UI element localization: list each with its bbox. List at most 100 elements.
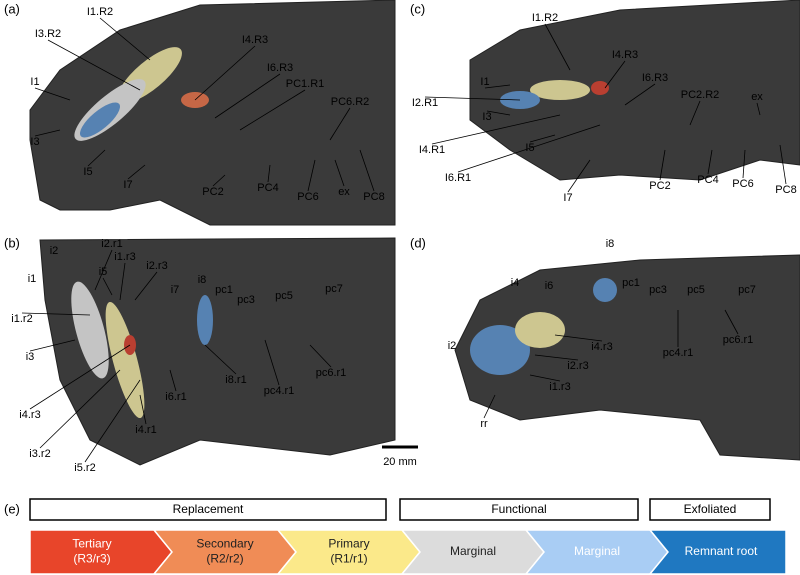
tooth-label: I5 [83,166,92,178]
tooth-label: I1.R2 [87,6,113,18]
tooth-label: PC8 [363,191,384,203]
tooth-label: i2 [50,245,59,257]
tooth-label: ex [338,186,350,198]
leader-line [127,164,146,180]
tooth-label: PC1.R1 [286,78,325,90]
tooth-label: I1 [480,76,489,88]
leader-line [544,23,571,71]
leader-line [707,149,713,175]
leader-line [529,134,556,143]
tooth-label: i2 [448,340,457,352]
leader-line [214,73,281,119]
group-box [649,498,771,521]
tooth-label: i5 [99,266,108,278]
leader-line [99,17,151,61]
leader-line [624,83,656,106]
leader-line [486,110,511,116]
stage-label: Remnant root [685,544,758,558]
leader-line [204,344,237,375]
tooth-label: i1.r3 [114,251,135,263]
tooth-label: pc3 [649,284,667,296]
leader-line [47,39,141,91]
group-box [29,498,387,521]
tooth-label: pc3 [237,294,255,306]
tooth-label: I3 [482,111,491,123]
tooth-label: pc6.r1 [723,334,754,346]
tooth-label: i5.r2 [74,462,95,474]
tooth-label: i2.r3 [146,260,167,272]
tooth-label: I1 [30,76,39,88]
tooth-label: rr [480,418,488,430]
leader-line [102,277,113,296]
leader-line [39,369,121,449]
leader-line [94,249,113,291]
tooth-label: I2.R1 [412,97,438,109]
leader-line [554,334,603,342]
scale-bar-label: 20 mm [383,456,417,468]
leader-line [212,174,226,187]
tooth-label: I6.R3 [642,72,668,84]
stage-label: Marginal [574,544,620,558]
tooth-label: pc7 [325,283,343,295]
leader-line [21,312,91,316]
leader-line [424,96,521,101]
tooth-label: PC6 [297,191,318,203]
leader-line [29,339,76,352]
tooth-label: i3.r2 [29,448,50,460]
stage-label: (R1/r1) [330,552,367,566]
tooth-label: I6.R3 [267,62,293,74]
leader-line [359,149,375,192]
leader-line [334,159,345,187]
tooth-label: pc5 [275,290,293,302]
leader-line [431,114,561,145]
tooth-label: I4.R1 [419,144,445,156]
group-label: Replacement [173,502,244,516]
tooth-label: pc7 [738,284,756,296]
leader-line [567,159,591,193]
leader-line [134,271,158,301]
tooth-label: PC2.R2 [681,89,720,101]
leader-line [119,262,126,301]
jaw-render-c [469,0,800,181]
leader-line [194,45,256,101]
tooth-label: i7 [171,284,180,296]
stage-arrow [648,529,787,575]
leader-line [534,354,579,361]
leader-line [307,159,316,192]
tooth-label: pc1 [622,277,640,289]
stage-label: Marginal [450,544,496,558]
leader-line [29,344,131,410]
leader-line [483,394,496,419]
tooth-label: i4 [511,277,520,289]
panel-letter: (d) [410,235,426,250]
leader-line [529,374,561,382]
tooth-label: i8 [606,238,615,250]
tooth-label: PC8 [775,184,796,196]
jaw-render-d [454,254,800,461]
leader-line [139,394,147,425]
leader-line [659,149,666,181]
leader-line [756,102,761,116]
tooth-label: PC4 [257,182,278,194]
leader-line [457,124,601,173]
tooth-label: I3.R2 [35,28,61,40]
tooth-label: I7 [563,192,572,204]
leader-line [239,89,306,131]
leader-line [34,87,71,101]
leader-line [689,100,701,126]
stage-label: (R3/r3) [73,552,110,566]
tooth-label: I7 [123,179,132,191]
stage-label: Primary [328,537,369,551]
tooth-label: i1.r3 [549,381,570,393]
panel-letter: (c) [410,1,425,16]
leader-line [87,149,106,167]
tooth-label: i3 [26,351,35,363]
leader-line [34,129,61,137]
leader-line [264,339,280,386]
tooth-label: PC4 [697,174,718,186]
tooth-label: i4.r3 [591,341,612,353]
group-box [399,498,639,521]
group-label: Functional [491,502,546,516]
panel-letter: (a) [4,1,20,16]
tooth-label: pc6.r1 [316,367,347,379]
